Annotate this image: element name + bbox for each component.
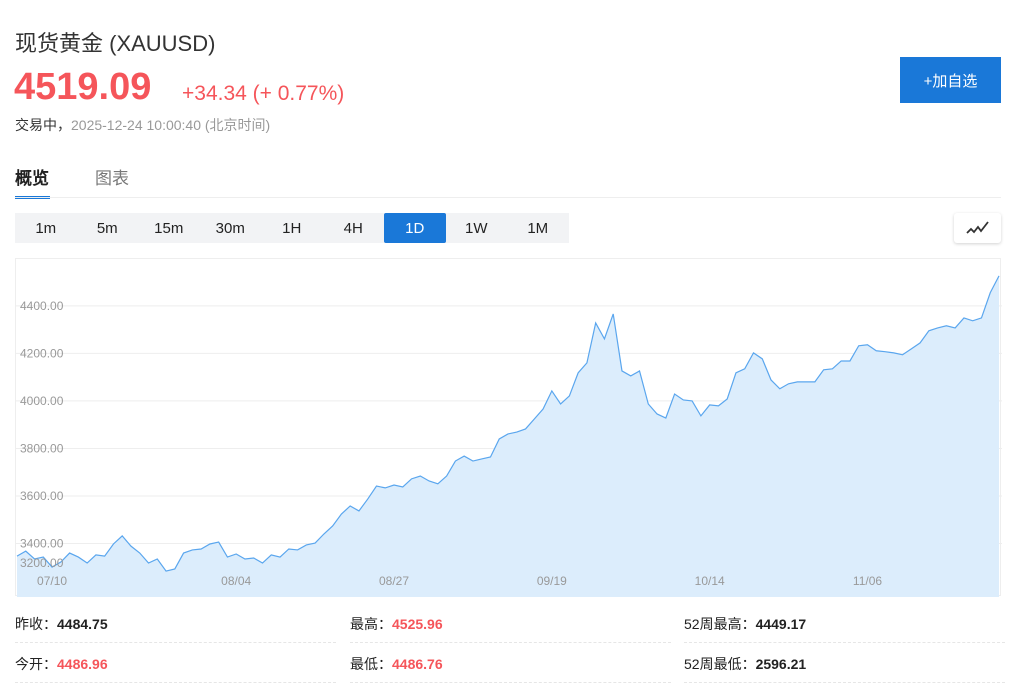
stat-divider (350, 642, 671, 643)
instrument-title: 现货黄金 (XAUUSD) (15, 31, 216, 56)
area-fill (17, 275, 999, 597)
tab-chart[interactable]: 图表 (95, 169, 129, 188)
y-tick-label: 3200.00 (20, 556, 64, 570)
x-tick-label: 11/06 (853, 574, 882, 588)
stat-value: 4525.96 (392, 616, 443, 632)
period-selector: 1m 5m 15m 30m 1H 4H 1D 1W 1M (15, 213, 569, 243)
stat-item: 52周最高：4449.17 (684, 614, 806, 634)
price-chart[interactable]: 3200.00 3400.00 3600.00 3800.00 4000.00 4200.… (15, 258, 1024, 597)
stat-label: 52周最低： (684, 656, 756, 672)
period-1M[interactable]: 1M (527, 219, 549, 237)
stat-label: 最低： (350, 656, 392, 672)
trading-status: 交易中，2025-12-24 10:00:40 (北京时间) (15, 115, 270, 135)
stat-label: 最高： (350, 616, 392, 632)
period-5m[interactable]: 5m (96, 219, 118, 237)
period-1D[interactable]: 1D (384, 213, 446, 243)
x-tick-label: 07/10 (37, 574, 67, 588)
add-watchlist-button[interactable]: +加自选 (900, 57, 1001, 103)
stat-divider (684, 682, 1005, 683)
y-tick-label: 3400.00 (20, 537, 64, 551)
period-1W[interactable]: 1W (465, 219, 488, 237)
stat-item: 今开：4486.96 (15, 654, 108, 674)
stat-value: 2596.21 (755, 656, 807, 672)
x-tick-label: 10/14 (695, 574, 725, 588)
period-4H[interactable]: 4H (343, 219, 363, 237)
y-tick-label: 3600.00 (20, 489, 64, 503)
stat-value: 4449.17 (755, 616, 807, 632)
stat-label: 昨收： (15, 616, 57, 632)
line-chart-icon (965, 221, 989, 234)
y-tick-label: 4400.00 (20, 299, 64, 313)
stat-item: 最高：4525.96 (350, 614, 443, 634)
y-tick-label: 4000.00 (20, 394, 64, 408)
stat-divider (15, 682, 336, 683)
price-change: +34.34 (+ 0.77%) (182, 82, 345, 105)
period-1m[interactable]: 1m (35, 219, 57, 237)
stat-divider (15, 642, 336, 643)
current-price: 4519.09 (14, 66, 152, 108)
status-text: 交易中， (15, 117, 71, 133)
period-15m[interactable]: 15m (154, 219, 184, 237)
chart-svg: 3200.00 3400.00 3600.00 3800.00 4000.00 4200.… (16, 275, 1024, 597)
timestamp: 2025-12-24 10:00:40 (北京时间) (71, 117, 271, 133)
period-30m[interactable]: 30m (215, 219, 245, 237)
stat-label: 今开： (15, 656, 57, 672)
price-line (16, 275, 1000, 572)
chart-type-button[interactable] (954, 213, 1001, 243)
stat-label: 52周最高： (684, 616, 756, 632)
stat-value: 4484.75 (57, 616, 108, 632)
stat-item: 最低：4486.76 (350, 654, 443, 674)
tab-divider (15, 197, 1001, 198)
stat-item: 昨收：4484.75 (15, 614, 108, 634)
stat-item: 52周最低：2596.21 (684, 654, 806, 674)
stat-value: 4486.96 (57, 656, 108, 672)
y-tick-label: 3800.00 (20, 441, 64, 455)
stat-value: 4486.76 (392, 656, 443, 672)
x-tick-label: 08/04 (221, 574, 251, 588)
x-tick-label: 08/27 (379, 574, 409, 588)
period-1H[interactable]: 1H (282, 219, 302, 237)
tab-overview[interactable]: 概览 (15, 164, 50, 199)
y-tick-label: 4200.00 (20, 346, 64, 360)
x-tick-label: 09/19 (537, 574, 567, 588)
stat-divider (684, 642, 1005, 643)
stat-divider (350, 682, 671, 683)
